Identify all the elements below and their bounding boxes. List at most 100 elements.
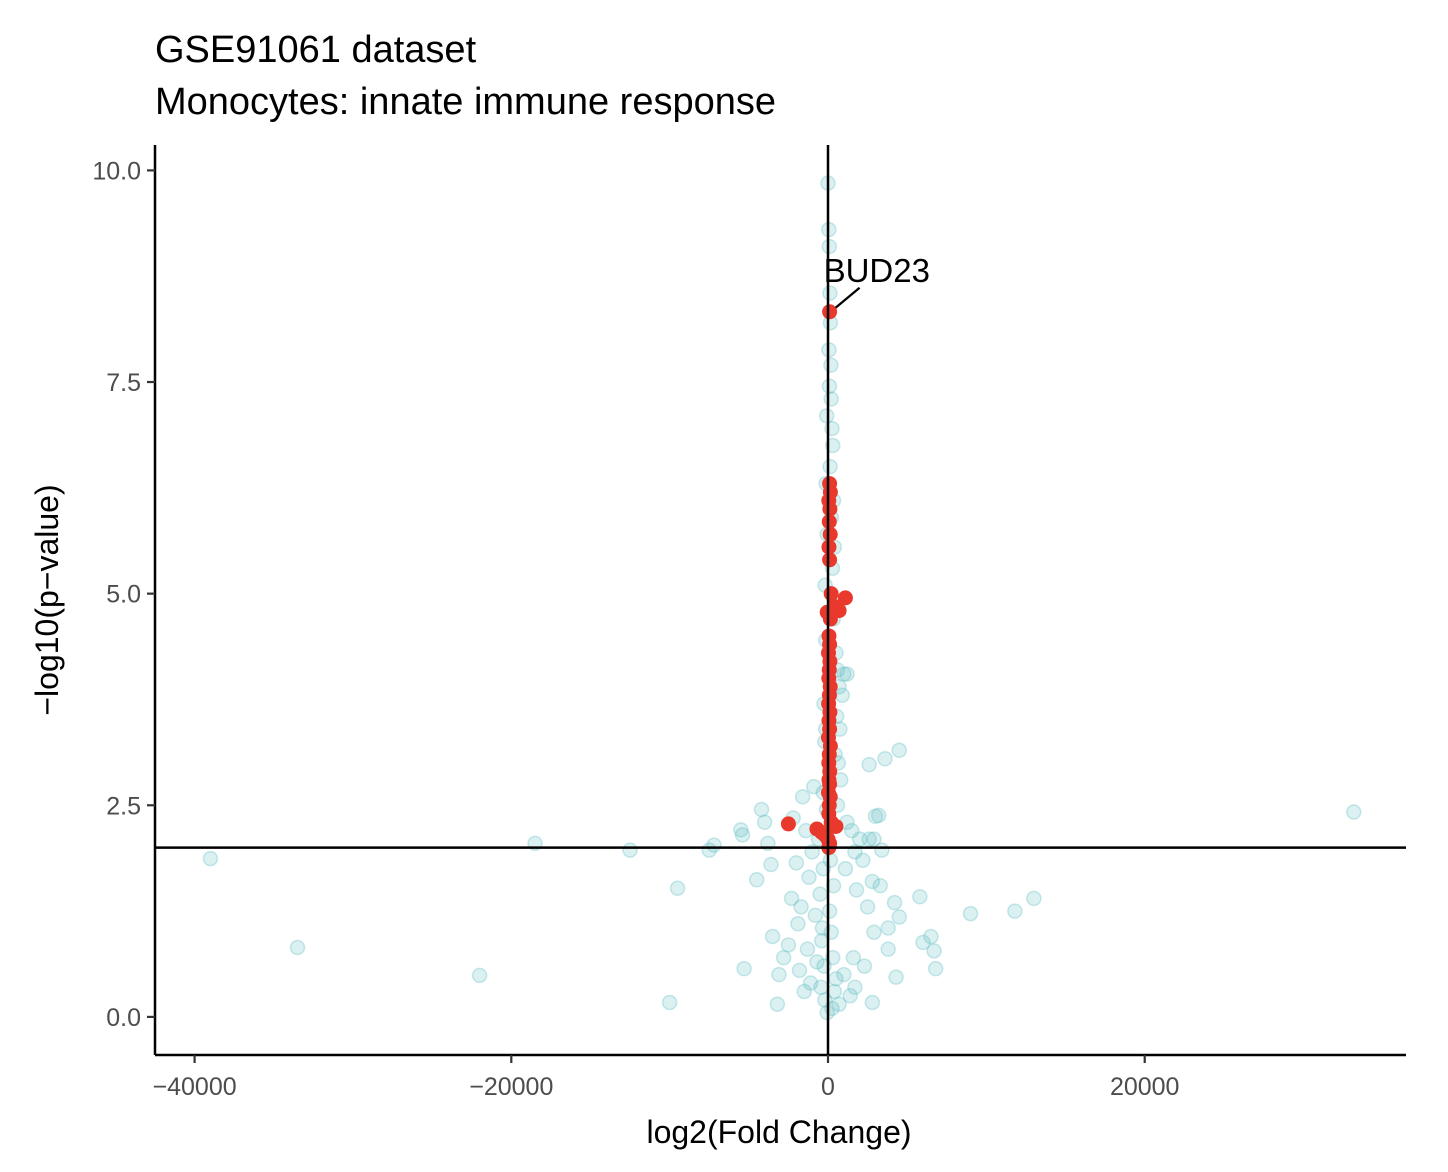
background-gene-point (802, 975, 819, 991)
background-gene-point (622, 842, 638, 858)
y-tick-label: 10.0 (92, 157, 141, 185)
y-tick-label: 2.5 (106, 792, 141, 820)
background-gene-point (825, 949, 841, 966)
chart-subtitle: Monocytes: innate immune response (155, 81, 776, 123)
background-gene-point (861, 756, 877, 773)
background-gene-point (764, 928, 781, 945)
background-gene-point (289, 939, 306, 956)
background-gene-point (788, 855, 805, 871)
annotation-label: BUD23 (824, 252, 930, 289)
x-tick-label: 0 (821, 1073, 835, 1101)
background-gene-point (796, 983, 813, 1000)
background-gene-point (763, 856, 779, 873)
background-gene-point (836, 666, 852, 682)
background-gene-point (783, 890, 800, 907)
y-tick-label: 0.0 (106, 1004, 141, 1032)
x-tick-label: −40000 (153, 1073, 237, 1101)
background-gene-point (866, 924, 882, 941)
background-gene-point (839, 666, 855, 682)
background-gene-point (669, 880, 686, 896)
background-gene-point (1026, 890, 1042, 907)
background-gene-point (1007, 903, 1023, 919)
background-gene-point (794, 789, 811, 805)
background-gene-point (202, 850, 219, 867)
background-gene-point (837, 861, 854, 877)
y-tick-label: 5.0 (106, 581, 141, 609)
pathway-gene-point (780, 816, 796, 832)
background-gene-point (791, 962, 808, 979)
pathway-gene-point (828, 818, 844, 834)
x-tick-label: 20000 (1110, 1073, 1180, 1101)
background-gene-point (753, 801, 770, 818)
background-gene-point (823, 391, 839, 407)
background-gene-point (734, 827, 751, 843)
background-gene-point (807, 907, 824, 924)
background-gene-point (848, 882, 865, 898)
background-gene-point (912, 888, 928, 905)
background-gene-point (801, 869, 817, 885)
background-gene-point (856, 958, 873, 974)
background-gene-point (880, 920, 896, 936)
background-gene-point (818, 408, 835, 424)
background-gene-point (771, 966, 787, 983)
pathway-gene-point (821, 514, 837, 530)
background-gene-point (775, 949, 792, 966)
background-gene-point (780, 937, 797, 953)
background-gene-point (812, 886, 828, 902)
background-gene-point (855, 852, 871, 869)
x-axis-ticks: −40000 −20000 0 20000 (153, 1055, 1180, 1101)
background-gene-point (799, 941, 816, 957)
background-gene-point (822, 285, 838, 301)
background-gene-point (915, 934, 931, 951)
annotation-leader-line (834, 286, 861, 309)
background-gene-point (756, 814, 773, 830)
background-gene-point (927, 960, 944, 977)
background-gene-point (806, 778, 822, 795)
background-gene-point (828, 971, 844, 987)
background-gene-point (962, 905, 979, 922)
background-gene-point (769, 996, 786, 1012)
pathway-gene-point (823, 586, 839, 602)
background-gene-point (821, 238, 838, 255)
background-gene-point (866, 831, 882, 847)
background-gene-point (867, 808, 884, 825)
background-gene-point (790, 916, 806, 932)
background-gene-point (809, 954, 825, 970)
background-gene-point (823, 357, 839, 373)
background-gene-point (733, 822, 749, 838)
background-gene-point (834, 687, 851, 703)
background-gene-point (815, 861, 832, 877)
pathway-gene-point (822, 552, 838, 568)
background-gene-point (813, 979, 829, 996)
background-gene-point (661, 994, 678, 1011)
pathway-gene-point (822, 526, 838, 542)
background-gene-point (1345, 804, 1362, 820)
background-gene-point (870, 807, 887, 824)
background-gene-point (851, 831, 868, 847)
background-gene-point (923, 928, 939, 945)
y-axis-title: −log10(p−value) (29, 484, 65, 715)
background-gene-point (822, 852, 839, 869)
background-gene-point (831, 996, 847, 1012)
pathway-gene-point (822, 304, 838, 320)
background-gene-point (859, 899, 876, 915)
background-gene-point (836, 966, 852, 983)
pathway-gene-point (822, 611, 838, 627)
background-gene-point (821, 903, 838, 919)
background-gene-point (891, 742, 908, 759)
background-gene-point (826, 983, 843, 1000)
x-tick-label: −20000 (469, 1073, 553, 1101)
background-gene-point (861, 831, 877, 847)
background-gene-point (891, 909, 908, 925)
background-gene-point (874, 842, 890, 858)
background-gene-point (842, 987, 858, 1004)
pathway-points-layer (780, 304, 853, 856)
background-gene-point (872, 877, 889, 894)
background-gene-point (847, 979, 863, 996)
background-gene-point (793, 899, 809, 915)
x-axis-title: log2(Fold Change) (646, 1114, 911, 1150)
background-gene-point (880, 941, 896, 957)
chart-title: GSE91061 dataset (155, 29, 477, 71)
background-gene-point (888, 969, 904, 985)
